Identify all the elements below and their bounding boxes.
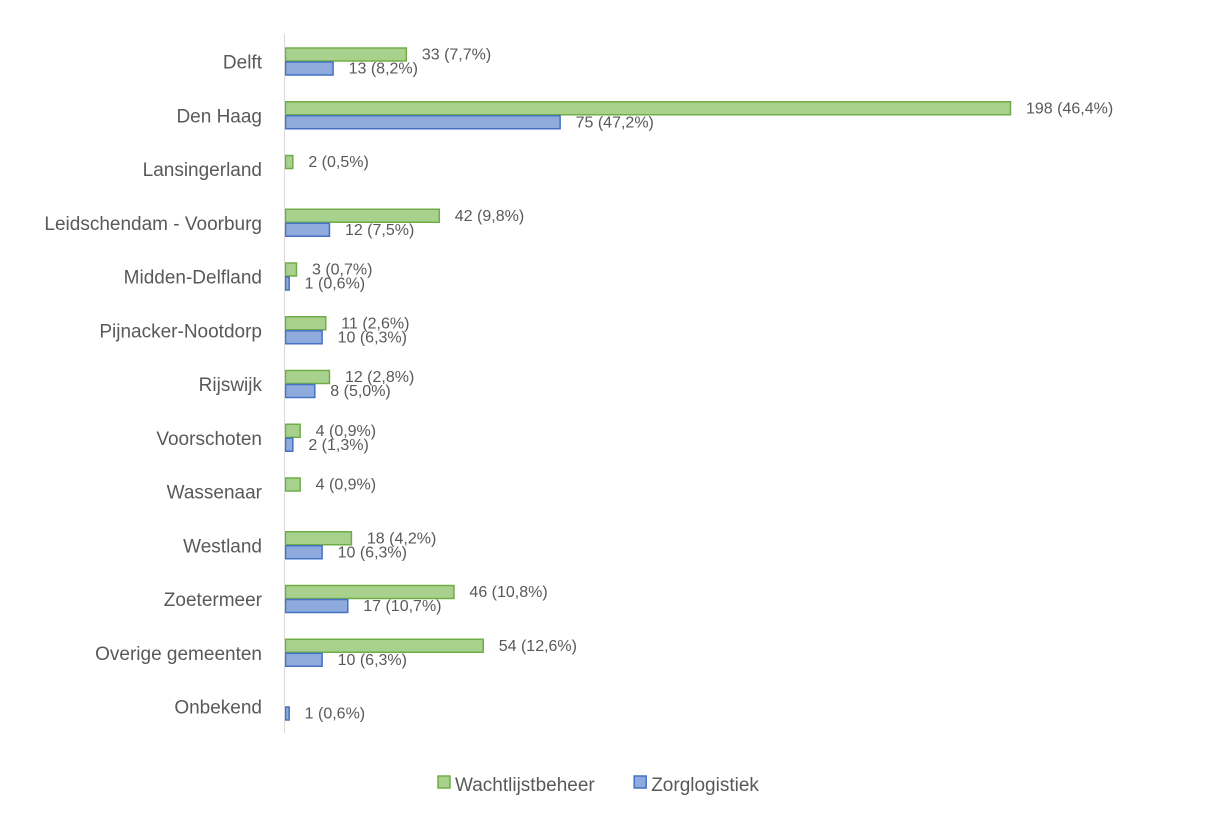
- bar-zorglogistiek-midden-delfland: [284, 276, 290, 291]
- bar-wachtlijstbeheer-zoetermeer: [284, 584, 455, 600]
- data-label-wachtlijstbeheer-rijswijk: 12 (2,8%): [345, 369, 414, 386]
- bar-wachtlijstbeheer-rijswijk: [284, 369, 331, 385]
- data-label-zorglogistiek-voorschoten: 2 (1,3%): [308, 437, 368, 454]
- labels-layer: Delft 33 (7,7%)13 (8,2%) Den Haag 198 (46,4…: [44, 47, 1113, 723]
- legend: Wachtlijstbeheer Zorglogistiek: [437, 775, 759, 796]
- data-label-zorglogistiek-leidschendam-voorburg: 12 (7,5%): [345, 222, 414, 239]
- data-label-wachtlijstbeheer-den-haag: 198 (46,4%): [1026, 100, 1113, 117]
- bars-layer: [284, 47, 1012, 721]
- bar-zorglogistiek-pijnacker-nootdorp: [284, 330, 323, 345]
- legend-label-zorglogistiek: Zorglogistiek: [651, 775, 759, 796]
- data-label-wachtlijstbeheer-overige-gemeenten: 54 (12,6%): [499, 638, 577, 655]
- bar-wachtlijstbeheer-pijnacker-nootdorp: [284, 316, 327, 331]
- bar-wachtlijstbeheer-lansingerland: [284, 154, 294, 170]
- bar-wachtlijstbeheer-overige-gemeenten: [284, 638, 484, 653]
- bar-zorglogistiek-leidschendam-voorburg: [284, 222, 331, 237]
- category-label-midden-delfland: Midden-Delfland: [124, 268, 262, 289]
- data-label-wachtlijstbeheer-delft: 33 (7,7%): [422, 47, 491, 64]
- bar-zorglogistiek-zoetermeer: [284, 598, 349, 614]
- category-label-pijnacker-nootdorp: Pijnacker-Nootdorp: [99, 321, 262, 342]
- bar-wachtlijstbeheer-voorschoten: [284, 423, 301, 438]
- category-label-zoetermeer: Zoetermeer: [164, 590, 263, 611]
- category-label-westland: Westland: [183, 536, 262, 557]
- category-label-leidschendam-voorburg: Leidschendam - Voorburg: [44, 214, 262, 235]
- data-label-wachtlijstbeheer-pijnacker-nootdorp: 11 (2,6%): [341, 315, 409, 332]
- bar-zorglogistiek-delft: [284, 61, 334, 76]
- legend-label-wachtlijstbeheer: Wachtlijstbeheer: [455, 775, 595, 796]
- data-label-wachtlijstbeheer-wassenaar: 4 (0,9%): [316, 477, 376, 494]
- legend-swatch-wachtlijstbeheer: [437, 775, 451, 789]
- data-label-zorglogistiek-midden-delfland: 1 (0,6%): [305, 276, 365, 293]
- category-label-rijswijk: Rijswijk: [199, 375, 263, 396]
- data-label-zorglogistiek-den-haag: 75 (47,2%): [576, 114, 654, 131]
- data-label-wachtlijstbeheer-westland: 18 (4,2%): [367, 530, 436, 547]
- data-label-zorglogistiek-westland: 10 (6,3%): [338, 544, 407, 561]
- bar-zorglogistiek-den-haag: [284, 115, 561, 130]
- bar-zorglogistiek-overige-gemeenten: [284, 652, 323, 667]
- bar-zorglogistiek-westland: [284, 545, 323, 560]
- data-label-zorglogistiek-zoetermeer: 17 (10,7%): [363, 598, 441, 615]
- data-label-wachtlijstbeheer-lansingerland: 2 (0,5%): [308, 154, 368, 171]
- data-label-zorglogistiek-delft: 13 (8,2%): [349, 61, 418, 78]
- category-label-den-haag: Den Haag: [176, 106, 262, 127]
- bar-wachtlijstbeheer-wassenaar: [284, 477, 301, 492]
- bar-wachtlijstbeheer-delft: [284, 47, 408, 62]
- category-label-voorschoten: Voorschoten: [156, 429, 262, 450]
- bar-wachtlijstbeheer-midden-delfland: [284, 262, 298, 277]
- data-label-zorglogistiek-onbekend: 1 (0,6%): [305, 706, 365, 723]
- bar-zorglogistiek-voorschoten: [284, 437, 294, 452]
- data-label-zorglogistiek-pijnacker-nootdorp: 10 (6,3%): [338, 329, 407, 346]
- bar-wachtlijstbeheer-den-haag: [284, 101, 1012, 116]
- bar-zorglogistiek-onbekend: [284, 706, 290, 721]
- bar-wachtlijstbeheer-leidschendam-voorburg: [284, 208, 441, 223]
- category-label-delft: Delft: [223, 53, 263, 74]
- data-label-zorglogistiek-overige-gemeenten: 10 (6,3%): [338, 652, 407, 669]
- data-label-wachtlijstbeheer-voorschoten: 4 (0,9%): [316, 423, 376, 440]
- category-label-overige-gemeenten: Overige gemeenten: [95, 644, 262, 665]
- category-label-wassenaar: Wassenaar: [167, 483, 263, 504]
- data-label-wachtlijstbeheer-midden-delfland: 3 (0,7%): [312, 262, 372, 279]
- data-label-wachtlijstbeheer-zoetermeer: 46 (10,8%): [469, 584, 547, 601]
- bar-wachtlijstbeheer-westland: [284, 531, 353, 546]
- category-label-lansingerland: Lansingerland: [143, 160, 262, 181]
- data-label-zorglogistiek-rijswijk: 8 (5,0%): [330, 383, 390, 400]
- legend-swatch-zorglogistiek: [633, 775, 647, 789]
- category-label-onbekend: Onbekend: [174, 698, 262, 719]
- bar-zorglogistiek-rijswijk: [284, 383, 316, 399]
- data-label-wachtlijstbeheer-leidschendam-voorburg: 42 (9,8%): [455, 208, 524, 225]
